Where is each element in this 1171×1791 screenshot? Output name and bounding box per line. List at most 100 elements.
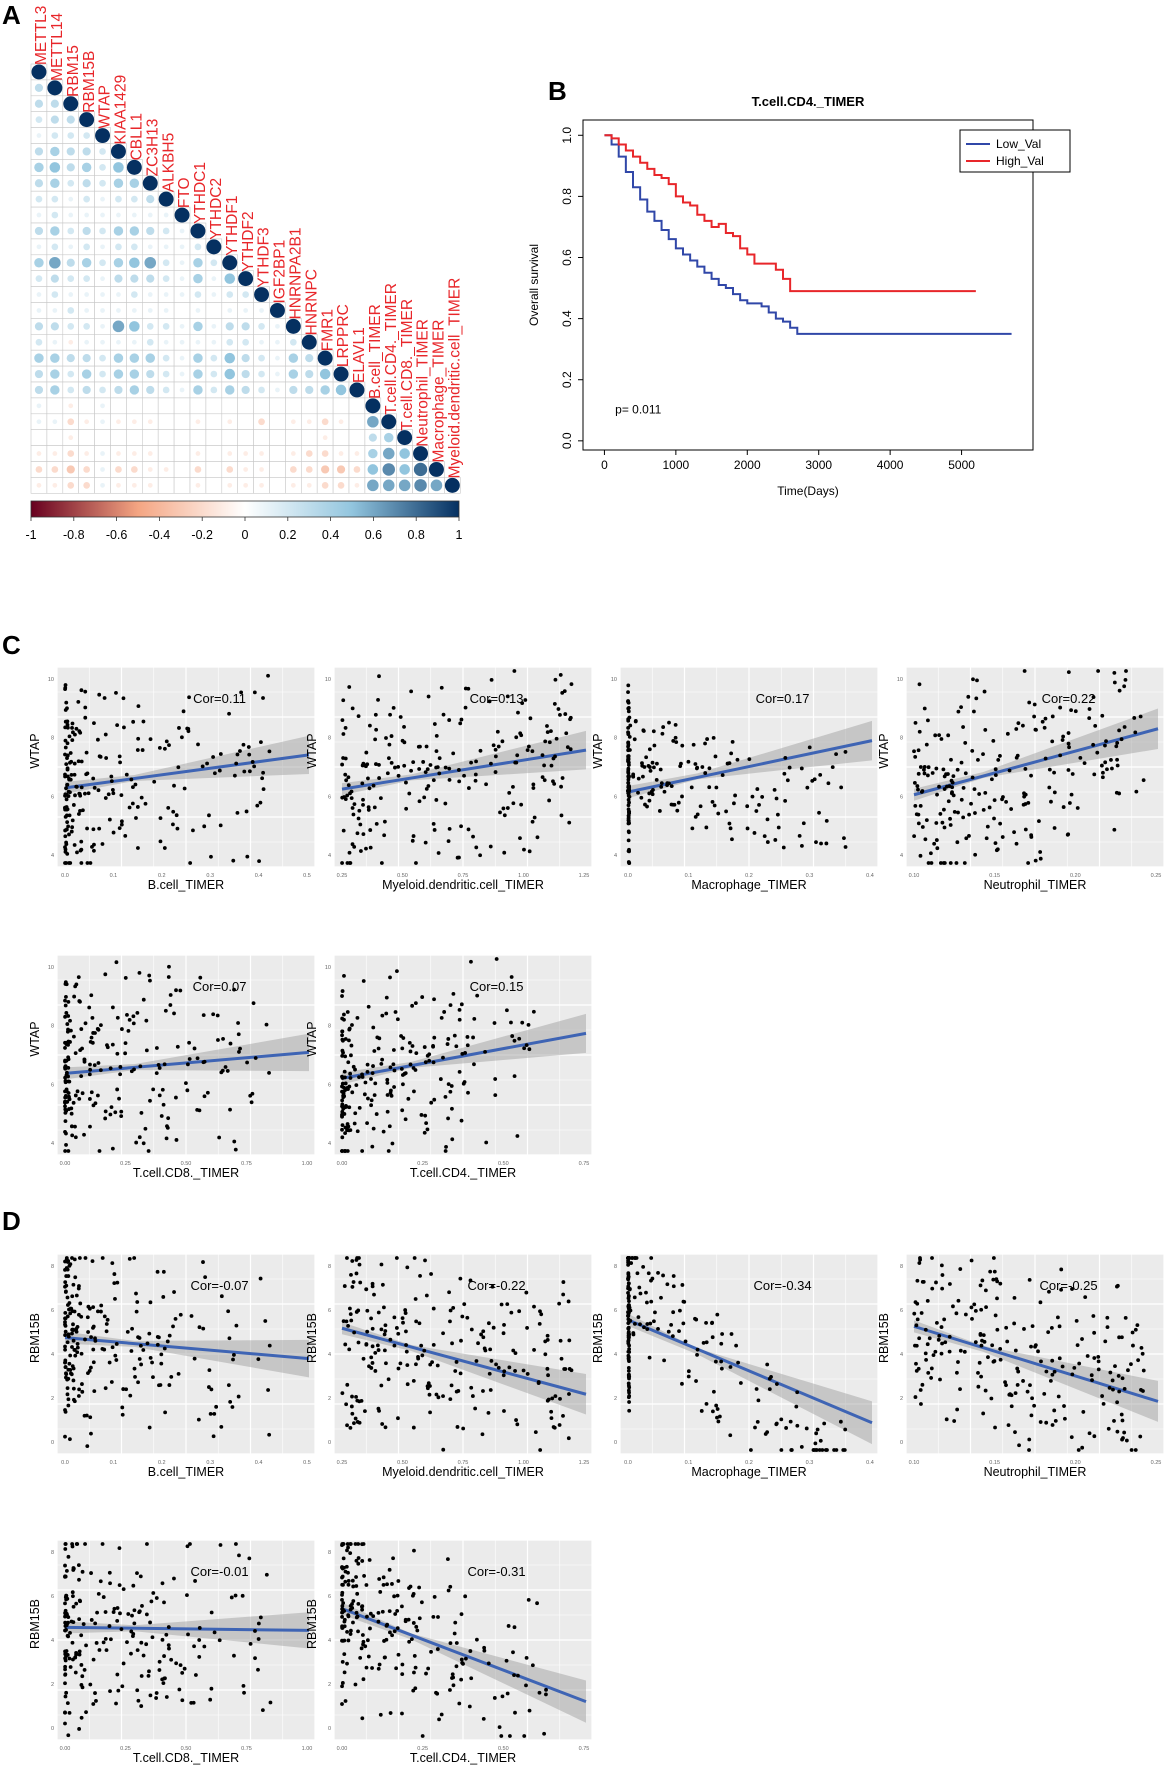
heatmap-dot-igf2bp1-fto [180, 309, 184, 312]
heatmap-dot-fmr1-ythdf3 [258, 354, 265, 362]
scatter-point [1013, 1348, 1018, 1353]
scatter-point [63, 1358, 68, 1363]
scatter-point [501, 1331, 506, 1336]
scatter-point [719, 1366, 724, 1371]
scatter-point [695, 1352, 699, 1357]
scatter-point [71, 1620, 76, 1625]
scatter-point [264, 1572, 269, 1577]
scatter-point [102, 1314, 107, 1319]
scatter-x-tick-label: 0.2 [745, 1460, 753, 1466]
scatter-point [147, 1669, 151, 1674]
scatter-point [364, 750, 369, 755]
scatter-point [392, 1068, 397, 1073]
scatter-point [169, 1657, 174, 1662]
scatter-point [1050, 1372, 1055, 1377]
scatter-point [640, 763, 645, 768]
scatter-point [948, 816, 952, 821]
scatter-point [374, 762, 378, 766]
scatter-point [924, 1357, 928, 1362]
colorbar-tick-label: 0.2 [279, 528, 296, 542]
scatter-point [626, 797, 631, 802]
scatter-point [430, 1360, 434, 1365]
scatter-point [261, 787, 266, 792]
scatter-point [629, 1261, 634, 1265]
scatter-point [174, 1138, 179, 1142]
scatter-point [627, 734, 632, 739]
scatter-point [536, 1380, 541, 1384]
scatter-ylabel: WTAP [305, 733, 319, 768]
scatter-point [959, 760, 964, 765]
scatter-point [482, 1645, 487, 1650]
scatter-point [137, 1336, 142, 1340]
scatter-point [955, 1370, 959, 1375]
heatmap-dot-fmr1-rbm15b [82, 354, 91, 363]
scatter-point [372, 1093, 377, 1097]
scatter-point [549, 1416, 554, 1421]
scatter-point [425, 1127, 430, 1132]
scatter-point [241, 1684, 246, 1688]
scatter-point [446, 1588, 451, 1593]
scatter-point [73, 1093, 78, 1098]
scatter-point [78, 808, 82, 813]
scatter-point [63, 1344, 67, 1349]
scatter-point [135, 1011, 140, 1015]
scatter-point [364, 846, 368, 851]
scatter-point [384, 995, 389, 1000]
scatter-point [918, 1256, 922, 1260]
scatter-point [177, 1687, 182, 1692]
scatter-point [73, 1051, 78, 1056]
scatter-point [393, 1612, 398, 1616]
scatter-point [714, 1403, 719, 1408]
scatter-point [186, 1062, 190, 1067]
scatter-point [973, 1340, 978, 1345]
scatter-point [469, 1676, 474, 1681]
scatter-point [70, 1133, 75, 1138]
scatter-point [439, 1712, 444, 1717]
scatter-point [512, 1038, 517, 1043]
heatmap-dot-hnrnpa2b1-ythdc1 [193, 321, 203, 332]
scatter-point [101, 1595, 106, 1599]
scatter-c-t-cell-cd4-timer: 0.00 0.25 0.50 0.7546810T.cell.CD4._TIMERWT… [305, 954, 593, 1180]
scatter-point [345, 793, 350, 798]
heatmap-dot-lrpprc-alkbh5 [162, 370, 170, 378]
scatter-point [140, 748, 145, 752]
heatmap-dot-igf2bp1-igf2bp1 [269, 302, 285, 318]
scatter-point [220, 1068, 225, 1073]
heatmap-dot-myeloid-dendritic-cell-timer-neutrophil-timer [414, 479, 427, 492]
scatter-point [373, 737, 378, 742]
scatter-point [63, 1542, 68, 1546]
scatter-point [667, 781, 671, 786]
scatter-point [799, 1445, 804, 1449]
scatter-point [626, 741, 631, 745]
scatter-point [449, 1084, 454, 1088]
scatter-point [417, 799, 422, 804]
scatter-point [1032, 1403, 1037, 1408]
scatter-point [496, 1365, 501, 1370]
scatter-point [123, 976, 128, 980]
heatmap-label-mettl3: METTL3 [33, 6, 50, 65]
scatter-point [83, 705, 88, 710]
scatter-point [343, 797, 348, 802]
scatter-point [992, 816, 996, 821]
scatter-point [512, 669, 517, 673]
scatter-point [63, 1667, 67, 1672]
scatter-point [250, 1091, 255, 1096]
scatter-point [172, 1011, 176, 1016]
scatter-y-tick-label: 0 [328, 1440, 331, 1446]
heatmap-dot-macrophage-timer-ythdc1 [194, 466, 202, 473]
scatter-y-tick-label: 4 [51, 1352, 54, 1358]
scatter-point [469, 1385, 474, 1390]
scatter-point [457, 1017, 462, 1022]
heatmap-dot-ythdc1-rbm15b [82, 226, 91, 236]
scatter-point [728, 1433, 733, 1438]
scatter-point [787, 765, 792, 770]
scatter-point [131, 1583, 136, 1588]
scatter-point [537, 1690, 542, 1695]
scatter-point [71, 1338, 76, 1343]
heatmap-dot-fto-kiaa1429 [116, 212, 121, 218]
scatter-point [340, 1102, 345, 1107]
scatter-point [245, 854, 250, 859]
scatter-point [356, 1556, 361, 1560]
scatter-point [83, 715, 88, 720]
scatter-x-tick-label: 0.25 [1151, 1460, 1162, 1466]
